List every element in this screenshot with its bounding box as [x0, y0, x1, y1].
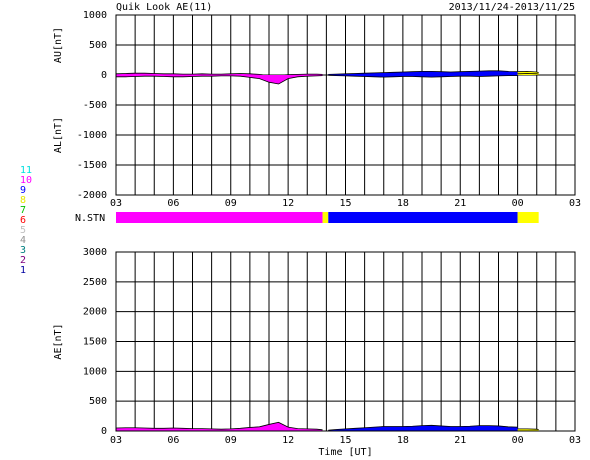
y-tick-label: 1000 — [83, 366, 107, 377]
station-legend-entry: 8 — [20, 195, 26, 206]
station-segment — [328, 212, 518, 223]
station-segment — [322, 212, 329, 223]
series-line — [517, 428, 539, 430]
station-bar-label: N.STN — [75, 213, 105, 224]
x-tick-label: 12 — [282, 198, 294, 209]
y-tick-label: 1500 — [83, 337, 107, 348]
series-line — [116, 75, 323, 85]
x-tick-label: 15 — [339, 435, 351, 446]
y-axis-label: AU[nT] — [53, 27, 64, 63]
station-segment — [517, 212, 539, 223]
y-tick-label: 500 — [89, 40, 107, 51]
y-tick-label: -1000 — [77, 130, 107, 141]
y-tick-label: 3000 — [83, 247, 107, 258]
y-tick-label: 0 — [101, 426, 107, 437]
x-tick-label: 06 — [167, 435, 179, 446]
y-tick-label: 2000 — [83, 307, 107, 318]
date-range: 2013/11/24-2013/11/25 — [449, 2, 575, 13]
series-line — [517, 73, 539, 75]
station-legend-entry: 11 — [20, 165, 32, 176]
series-line — [328, 74, 518, 78]
x-tick-label: 03 — [569, 435, 581, 446]
station-legend-entry: 10 — [20, 175, 32, 186]
area-fill — [116, 75, 323, 84]
station-legend-entry: 4 — [20, 235, 26, 246]
station-legend-entry: 9 — [20, 185, 26, 196]
x-tick-label: 06 — [167, 198, 179, 209]
station-legend-entry: 3 — [20, 245, 26, 256]
y-tick-label: -2000 — [77, 190, 107, 201]
x-tick-label: 21 — [454, 198, 466, 209]
y-axis-label: AE[nT] — [53, 323, 64, 359]
x-tick-label: 03 — [569, 198, 581, 209]
station-legend-entry: 6 — [20, 215, 26, 226]
x-tick-label: 15 — [339, 198, 351, 209]
series-line — [328, 70, 518, 75]
area-fill — [328, 70, 518, 75]
y-axis-label: AL[nT] — [53, 117, 64, 153]
area-fill — [116, 422, 323, 431]
x-tick-label: 21 — [454, 435, 466, 446]
area-fill — [328, 425, 518, 431]
x-tick-label: 00 — [512, 198, 524, 209]
y-tick-label: 1000 — [83, 10, 107, 21]
y-tick-label: -500 — [83, 100, 107, 111]
x-tick-label: 18 — [397, 198, 409, 209]
x-tick-label: 18 — [397, 435, 409, 446]
series-line — [115, 421, 323, 431]
station-legend-entry: 7 — [20, 205, 26, 216]
x-tick-label: 00 — [512, 435, 524, 446]
y-tick-label: -1500 — [77, 160, 107, 171]
x-tick-label: 09 — [225, 435, 237, 446]
x-tick-label: 09 — [225, 198, 237, 209]
series-line — [115, 72, 323, 77]
y-tick-label: 500 — [89, 396, 107, 407]
plot-frame — [115, 14, 576, 196]
x-tick-label: 03 — [110, 435, 122, 446]
x-tick-label: 12 — [282, 435, 294, 446]
chart-title: Quik Look AE(11) — [116, 2, 212, 13]
y-tick-label: 0 — [101, 70, 107, 81]
x-axis-label: Time [UT] — [318, 447, 372, 458]
station-legend-entry: 1 — [20, 265, 26, 276]
station-segment — [116, 212, 323, 223]
series-line — [328, 424, 518, 431]
x-tick-label: 03 — [110, 198, 122, 209]
station-legend-entry: 5 — [20, 225, 26, 236]
plot-frame — [115, 251, 576, 432]
station-legend-entry: 2 — [20, 255, 26, 266]
series-line — [517, 70, 539, 73]
y-tick-label: 2500 — [83, 277, 107, 288]
